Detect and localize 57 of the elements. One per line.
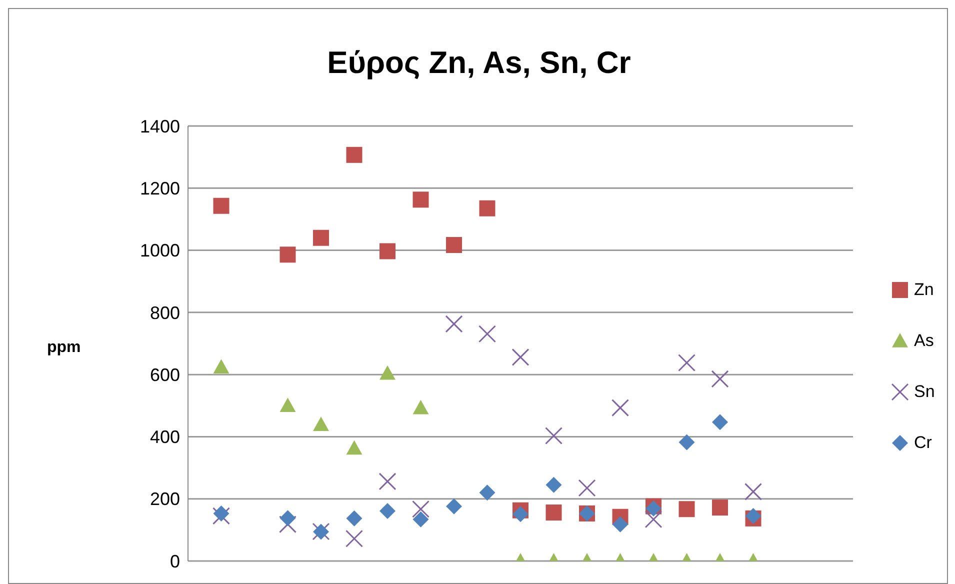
point bbox=[380, 365, 396, 380]
point bbox=[744, 482, 762, 500]
chart-title: Εύρος Zn, As, Sn, Cr bbox=[326, 45, 632, 81]
y-tick-label: 1000 bbox=[140, 240, 180, 261]
point bbox=[512, 506, 528, 522]
point bbox=[378, 472, 396, 490]
point bbox=[380, 243, 396, 260]
legend-label: As bbox=[914, 330, 934, 350]
legend-label: Cr bbox=[914, 432, 932, 452]
y-tick-label: 400 bbox=[150, 427, 180, 448]
y-tick-label: 200 bbox=[150, 489, 180, 510]
point bbox=[412, 400, 429, 414]
point bbox=[678, 354, 696, 372]
point bbox=[479, 484, 496, 501]
point bbox=[346, 146, 362, 163]
point bbox=[313, 230, 329, 246]
point bbox=[346, 440, 362, 455]
point bbox=[280, 510, 296, 526]
point bbox=[612, 516, 628, 532]
point bbox=[212, 507, 230, 525]
point bbox=[446, 498, 462, 514]
y-tick-label: 600 bbox=[150, 364, 180, 385]
legend-label: Zn bbox=[914, 280, 934, 300]
point bbox=[313, 416, 329, 431]
point bbox=[479, 200, 496, 216]
point bbox=[280, 246, 296, 263]
point bbox=[644, 510, 662, 528]
point bbox=[712, 500, 728, 516]
point bbox=[612, 399, 629, 417]
point bbox=[446, 237, 462, 254]
point bbox=[512, 348, 530, 366]
point bbox=[445, 315, 463, 333]
point bbox=[213, 198, 230, 214]
y-tick-label: 800 bbox=[150, 302, 180, 323]
y-axis-title: ppm bbox=[47, 339, 81, 357]
point bbox=[213, 505, 230, 522]
point bbox=[380, 502, 396, 519]
y-tick-label: 0 bbox=[170, 551, 180, 572]
point bbox=[280, 398, 296, 412]
point bbox=[213, 359, 230, 374]
point bbox=[478, 325, 496, 343]
point bbox=[546, 504, 562, 521]
point bbox=[711, 370, 729, 388]
point bbox=[346, 530, 363, 548]
legend-label: Sn bbox=[914, 382, 935, 402]
point bbox=[678, 434, 695, 450]
point bbox=[412, 192, 429, 208]
point bbox=[712, 414, 728, 430]
y-tick-label: 1200 bbox=[140, 178, 180, 199]
point bbox=[546, 476, 562, 493]
point bbox=[412, 511, 429, 528]
point bbox=[545, 427, 562, 445]
point bbox=[346, 510, 362, 526]
point bbox=[578, 479, 596, 497]
point bbox=[678, 501, 695, 518]
point bbox=[412, 500, 430, 518]
y-tick-label: 1400 bbox=[140, 116, 180, 136]
